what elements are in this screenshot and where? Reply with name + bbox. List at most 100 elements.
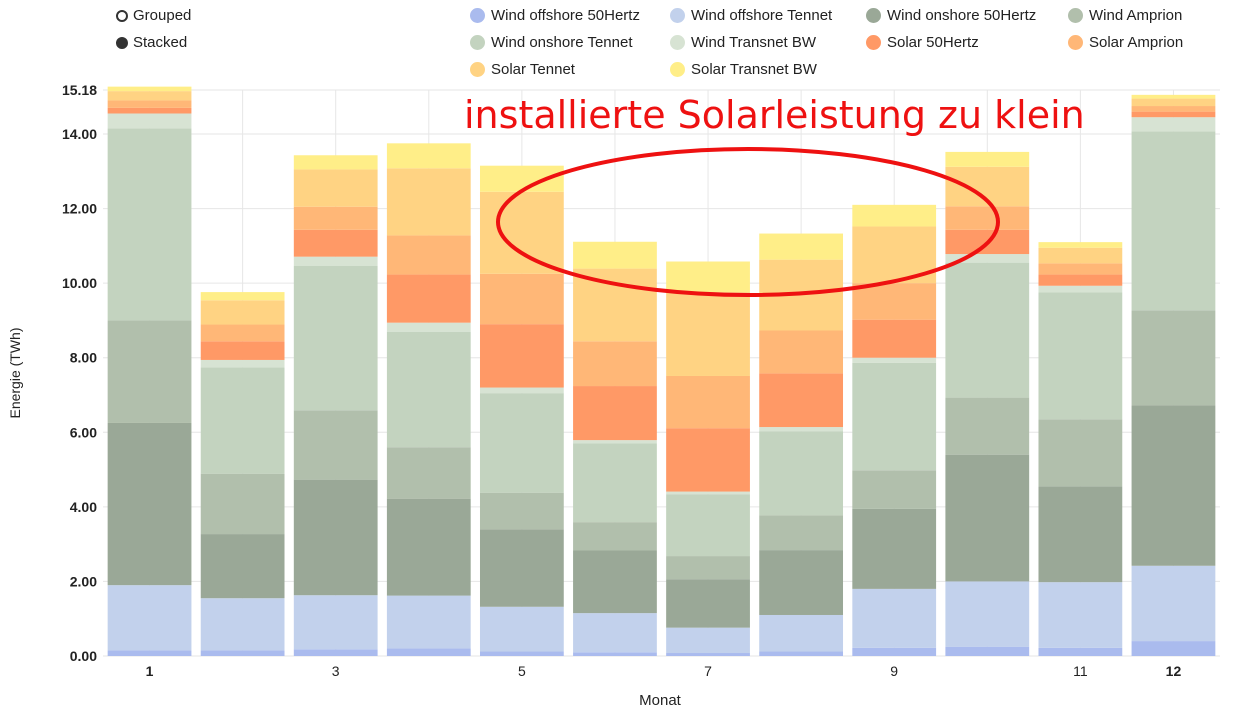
- bar-segment[interactable]: [386, 168, 471, 236]
- bar-segment[interactable]: [1131, 565, 1216, 642]
- bar-segment[interactable]: [666, 653, 750, 656]
- bar-segment[interactable]: [945, 397, 1030, 455]
- bar-segment[interactable]: [945, 151, 1030, 167]
- bar-segment[interactable]: [479, 387, 564, 394]
- bar-segment[interactable]: [945, 254, 1030, 263]
- bar-segment[interactable]: [479, 393, 564, 493]
- bar-segment[interactable]: [759, 427, 844, 432]
- grouped-radio[interactable]: Grouped: [116, 7, 191, 24]
- bar-segment[interactable]: [107, 128, 192, 321]
- bar-segment[interactable]: [759, 373, 844, 428]
- bar-segment[interactable]: [1038, 247, 1123, 264]
- bar-segment[interactable]: [573, 550, 657, 614]
- bar-segment[interactable]: [573, 241, 657, 269]
- bar-segment[interactable]: [479, 273, 564, 325]
- bar-segment[interactable]: [107, 650, 192, 656]
- bar-segment[interactable]: [107, 113, 192, 129]
- bar-segment[interactable]: [945, 454, 1030, 582]
- bar-segment[interactable]: [852, 357, 937, 363]
- bar-segment[interactable]: [945, 646, 1030, 656]
- bar-segment[interactable]: [759, 431, 844, 516]
- bar-segment[interactable]: [479, 606, 564, 652]
- legend-item[interactable]: Solar Amprion: [1068, 34, 1183, 51]
- bar-segment[interactable]: [1131, 98, 1216, 107]
- bar-segment[interactable]: [573, 652, 657, 656]
- legend-item[interactable]: Solar 50Hertz: [866, 34, 979, 51]
- bar-segment[interactable]: [573, 443, 657, 523]
- bar-segment[interactable]: [666, 627, 750, 654]
- bar-segment[interactable]: [1131, 131, 1216, 311]
- legend-item[interactable]: Wind onshore Tennet: [470, 34, 632, 51]
- bar-segment[interactable]: [386, 143, 471, 169]
- bar-segment[interactable]: [200, 367, 285, 474]
- bar-segment[interactable]: [293, 595, 378, 650]
- bar-segment[interactable]: [200, 324, 285, 342]
- bar-segment[interactable]: [293, 649, 378, 656]
- bar-segment[interactable]: [200, 341, 285, 360]
- bar-segment[interactable]: [107, 320, 192, 423]
- bar-segment[interactable]: [386, 447, 471, 499]
- bar-segment[interactable]: [386, 331, 471, 448]
- bar-segment[interactable]: [107, 107, 192, 114]
- bar-segment[interactable]: [1038, 285, 1123, 293]
- bar-segment[interactable]: [759, 550, 844, 615]
- bar-segment[interactable]: [1038, 486, 1123, 583]
- bar-segment[interactable]: [852, 362, 937, 471]
- bar-segment[interactable]: [293, 169, 378, 207]
- bar-segment[interactable]: [107, 91, 192, 101]
- bar-segment[interactable]: [852, 588, 937, 648]
- bar-segment[interactable]: [1038, 582, 1123, 648]
- bar-segment[interactable]: [666, 491, 750, 495]
- bar-segment[interactable]: [666, 261, 750, 293]
- bar-segment[interactable]: [386, 322, 471, 332]
- bar-segment[interactable]: [386, 648, 471, 656]
- legend-item[interactable]: Solar Transnet BW: [670, 61, 817, 78]
- bar-segment[interactable]: [759, 330, 844, 374]
- bar-segment[interactable]: [1131, 117, 1216, 132]
- bar-segment[interactable]: [573, 386, 657, 441]
- legend-item[interactable]: Wind Amprion: [1068, 7, 1182, 24]
- bar-segment[interactable]: [1131, 111, 1216, 118]
- bar-segment[interactable]: [852, 204, 937, 227]
- bar-segment[interactable]: [1038, 274, 1123, 286]
- bar-segment[interactable]: [386, 498, 471, 596]
- bar-segment[interactable]: [200, 292, 285, 301]
- bar-segment[interactable]: [293, 265, 378, 411]
- bar-segment[interactable]: [759, 233, 844, 260]
- bar-segment[interactable]: [852, 283, 937, 320]
- bar-segment[interactable]: [200, 359, 285, 368]
- bar-segment[interactable]: [200, 598, 285, 651]
- bar-segment[interactable]: [1038, 242, 1123, 248]
- bar-segment[interactable]: [1131, 405, 1216, 566]
- bar-segment[interactable]: [573, 522, 657, 551]
- bar-segment[interactable]: [386, 595, 471, 649]
- bar-segment[interactable]: [293, 479, 378, 596]
- bar-segment[interactable]: [107, 585, 192, 651]
- bar-segment[interactable]: [479, 492, 564, 530]
- bar-segment[interactable]: [573, 440, 657, 444]
- bar-segment[interactable]: [666, 556, 750, 580]
- bar-segment[interactable]: [666, 375, 750, 429]
- bar-segment[interactable]: [293, 410, 378, 480]
- bar-segment[interactable]: [200, 650, 285, 656]
- stacked-radio[interactable]: Stacked: [116, 34, 187, 51]
- bar-segment[interactable]: [666, 494, 750, 557]
- bar-segment[interactable]: [666, 579, 750, 628]
- bar-segment[interactable]: [479, 529, 564, 607]
- bar-segment[interactable]: [1038, 292, 1123, 420]
- bar-segment[interactable]: [293, 206, 378, 230]
- bar-segment[interactable]: [107, 86, 192, 92]
- bar-segment[interactable]: [107, 100, 192, 108]
- legend-item[interactable]: Wind onshore 50Hertz: [866, 7, 1036, 24]
- bar-segment[interactable]: [1038, 419, 1123, 487]
- bar-segment[interactable]: [852, 508, 937, 589]
- bar-segment[interactable]: [200, 473, 285, 535]
- legend-item[interactable]: Wind Transnet BW: [670, 34, 816, 51]
- legend-item[interactable]: Solar Tennet: [470, 61, 575, 78]
- bar-segment[interactable]: [759, 614, 844, 652]
- bar-segment[interactable]: [573, 341, 657, 387]
- bar-segment[interactable]: [200, 534, 285, 599]
- bar-segment[interactable]: [1131, 94, 1216, 99]
- bar-segment[interactable]: [573, 613, 657, 653]
- bar-segment[interactable]: [200, 300, 285, 325]
